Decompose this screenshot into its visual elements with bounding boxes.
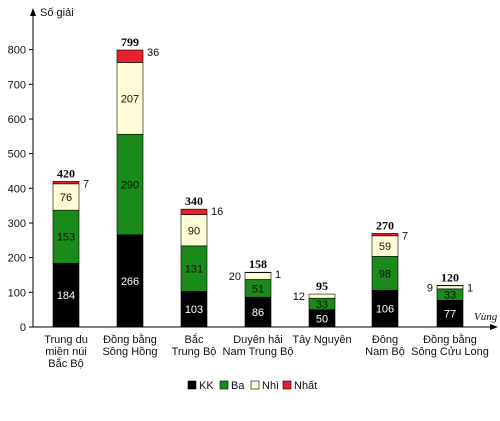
- bar-segment: [52, 181, 80, 185]
- legend-swatch: [187, 380, 197, 390]
- data-label: 103: [185, 304, 203, 316]
- bar-segment: [116, 49, 144, 63]
- x-tick-label: Sông Cửu Long: [411, 346, 489, 358]
- data-label: 50: [316, 313, 328, 325]
- y-tick-label: 100: [8, 287, 26, 299]
- data-label: 207: [121, 93, 139, 105]
- data-label: 77: [444, 309, 456, 321]
- y-tick-label: 300: [8, 218, 26, 230]
- x-tick-label: Sông Hồng: [102, 346, 157, 358]
- x-tick-label: Nam Bộ: [365, 346, 405, 358]
- x-axis-label: Vùng: [474, 311, 498, 323]
- x-tick-label: Đồng bằng: [103, 333, 157, 346]
- data-label: 184: [57, 290, 75, 302]
- data-label: 290: [121, 180, 139, 192]
- data-label: 12: [293, 291, 305, 303]
- data-label: 1: [467, 282, 473, 294]
- bar-segment: [180, 290, 208, 328]
- bar-segment: [244, 272, 272, 280]
- bar-total-label: 340: [185, 194, 203, 208]
- x-tick-label: Bắc: [185, 333, 204, 346]
- bar-segment: [436, 300, 464, 328]
- x-tick-label: Nam Trung Bộ: [223, 346, 294, 358]
- y-ticks: 0 100 200 300 400 500 600 700 800: [8, 45, 33, 334]
- y-axis-arrow: [30, 8, 36, 16]
- legend-swatch: [219, 380, 229, 390]
- x-tick-label: Duyên hải: [233, 334, 283, 346]
- bar-segment: [308, 293, 336, 299]
- legend-swatch: [282, 380, 292, 390]
- bar-total-label: 95: [316, 279, 328, 293]
- bar-total-label: 120: [441, 270, 459, 284]
- data-label: 86: [252, 307, 264, 319]
- legend-label: Ba: [231, 380, 245, 392]
- bar-total-label: 799: [121, 35, 139, 49]
- bars: 1841537674202662902073679910313190163408…: [52, 35, 473, 328]
- y-axis-label: Số giải: [40, 7, 74, 19]
- bar-segment: [116, 133, 144, 236]
- y-tick-label: 800: [8, 45, 26, 57]
- data-label: 20: [229, 271, 241, 283]
- x-axis-arrow: [490, 324, 498, 330]
- legend-swatch: [250, 380, 260, 390]
- data-label: 9: [427, 282, 433, 294]
- x-tick-label: Đồng bằng: [423, 333, 477, 346]
- y-tick-label: 0: [20, 322, 26, 334]
- data-label: 33: [444, 290, 456, 302]
- bar-total-label: 270: [376, 218, 394, 232]
- x-tick-label: miền núi: [45, 346, 87, 358]
- y-tick-label: 200: [8, 253, 26, 265]
- data-label: 131: [185, 264, 203, 276]
- axes: Số giải Vùng: [30, 7, 498, 330]
- x-tick-label: Trung du: [44, 334, 88, 346]
- bar-segment: [116, 62, 144, 135]
- data-label: 106: [376, 304, 394, 316]
- data-label: 153: [57, 232, 75, 244]
- y-tick-label: 400: [8, 183, 26, 195]
- bar-total-label: 158: [249, 257, 267, 271]
- y-tick-label: 700: [8, 79, 26, 91]
- data-label: 51: [252, 283, 264, 295]
- data-label: 76: [60, 192, 72, 204]
- bar-segment: [244, 296, 272, 328]
- x-tick-label: Trung Bộ: [172, 346, 217, 358]
- legend-label: KK: [199, 380, 214, 392]
- data-label: 98: [379, 268, 391, 280]
- bar-segment: [371, 255, 399, 291]
- data-label: 16: [211, 206, 223, 218]
- data-label: 90: [188, 225, 200, 237]
- data-label: 1: [275, 269, 281, 281]
- bar-total-label: 420: [57, 166, 75, 180]
- data-label: 59: [379, 241, 391, 253]
- x-tick-label: Bắc Bộ: [48, 357, 83, 370]
- data-label: 36: [147, 47, 159, 59]
- x-tick-label: Tây Nguyên: [292, 334, 351, 346]
- y-tick-label: 600: [8, 114, 26, 126]
- y-tick-label: 500: [8, 149, 26, 161]
- data-label: 266: [121, 276, 139, 288]
- legend: KK Ba Nhì Nhất: [187, 380, 317, 392]
- data-label: 33: [316, 299, 328, 311]
- bar-segment: [180, 214, 208, 247]
- bar-segment: [116, 234, 144, 328]
- bar-segment: [371, 233, 399, 237]
- x-tick-label: Đông: [372, 334, 398, 346]
- data-label: 7: [83, 178, 89, 190]
- data-label: 7: [402, 230, 408, 242]
- legend-label: Nhất: [294, 380, 317, 392]
- bar-segment: [436, 285, 464, 290]
- bar-segment: [180, 208, 208, 215]
- legend-label: Nhì: [262, 380, 279, 392]
